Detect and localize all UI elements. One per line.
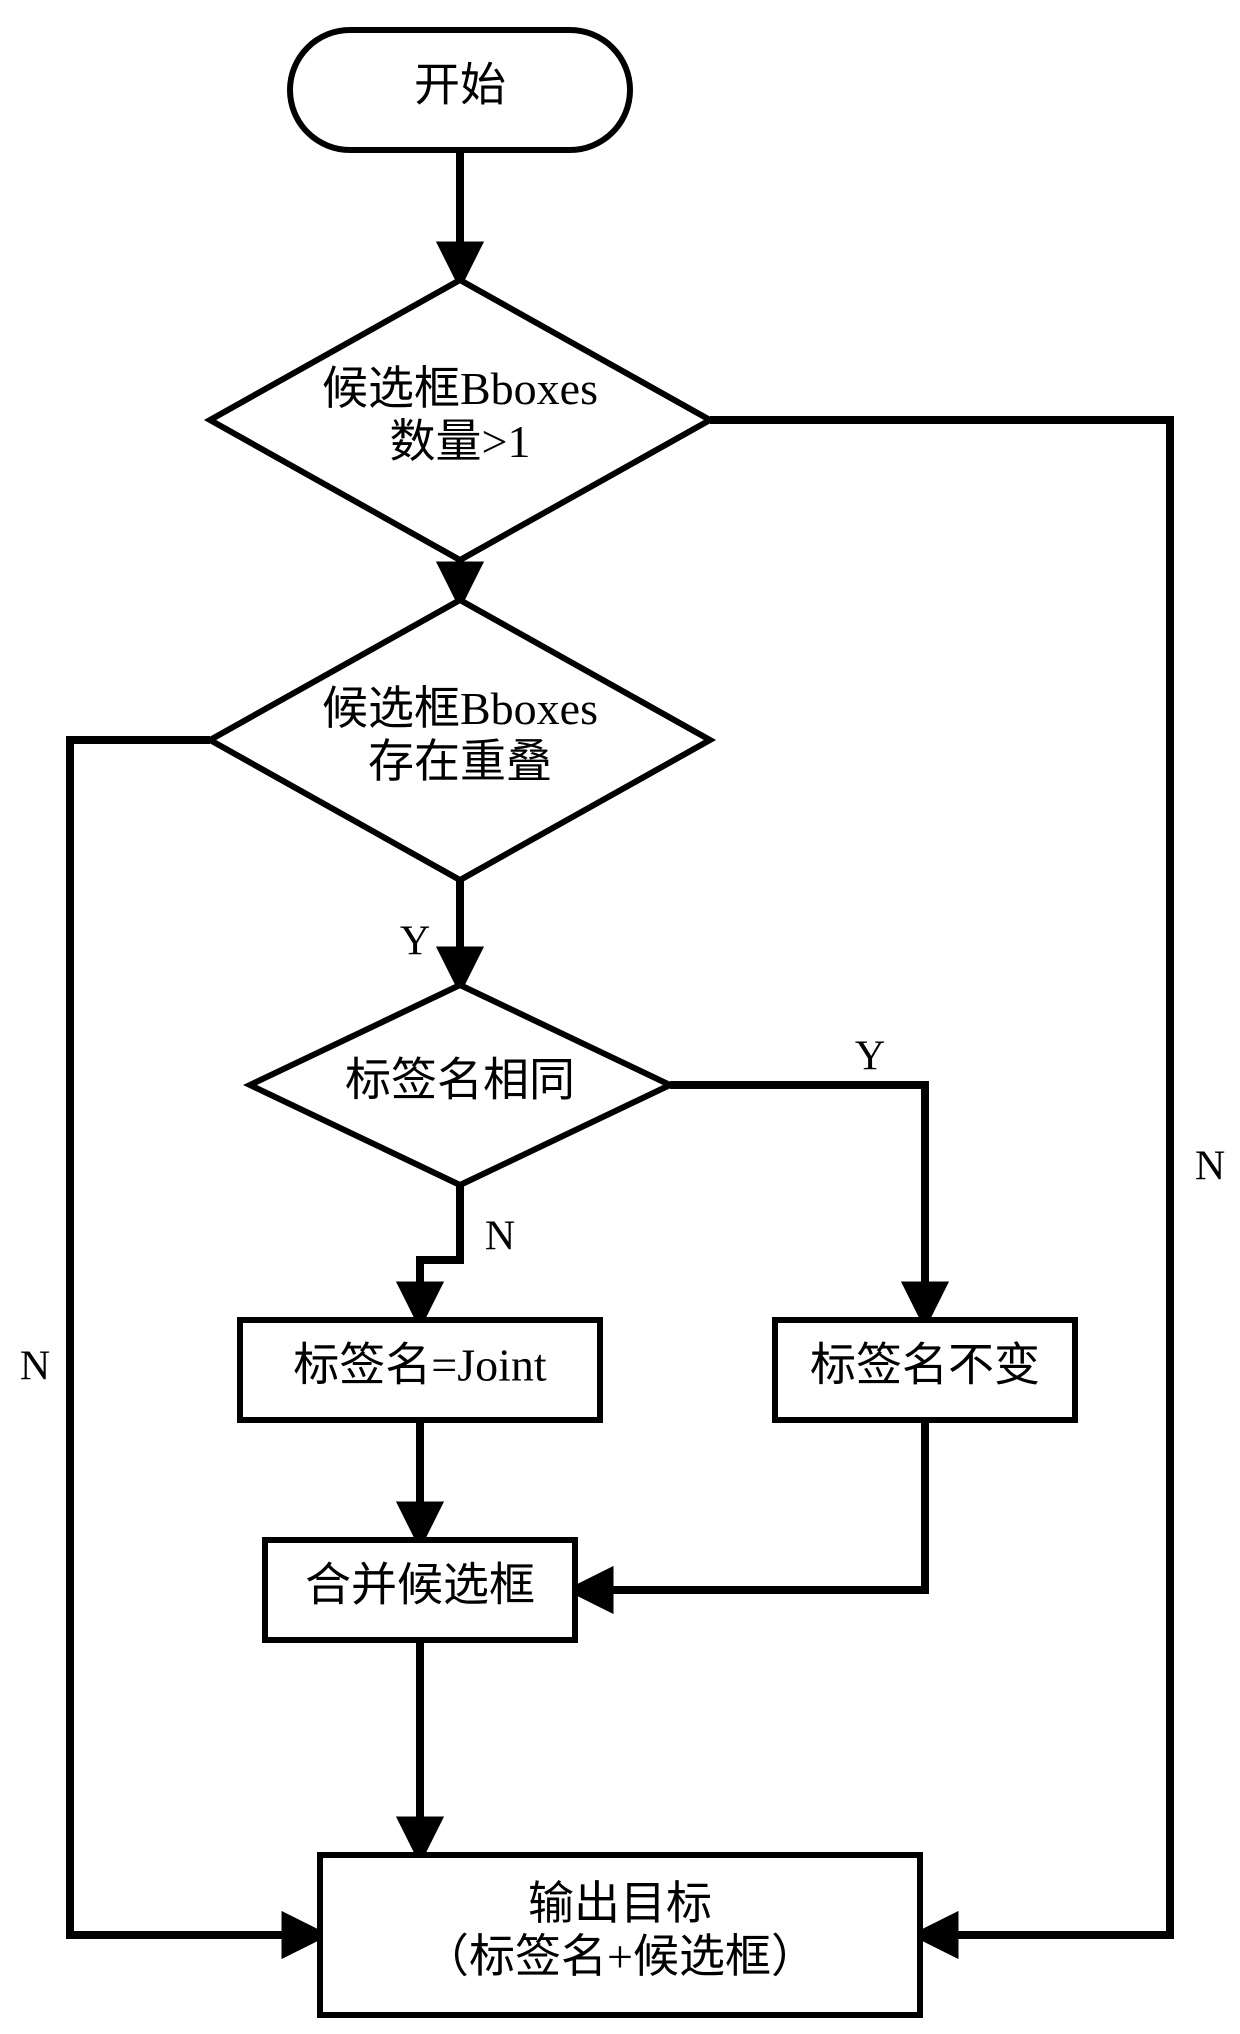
node-d1-line1: 数量>1	[390, 416, 531, 467]
node-d2-line0: 候选框Bboxes	[322, 683, 598, 734]
edge-label-d2-out: N	[20, 1344, 50, 1390]
flowchart-canvas: YNYNN开始候选框Bboxes数量>1候选框Bboxes存在重叠标签名相同标签…	[0, 0, 1240, 2034]
node-d3: 标签名相同	[250, 985, 670, 1185]
edge-d3-p_joint	[420, 1185, 460, 1320]
node-out-line0: 输出目标	[528, 1878, 712, 1929]
node-d2: 候选框Bboxes存在重叠	[210, 600, 710, 880]
node-d1-line0: 候选框Bboxes	[322, 363, 598, 414]
node-start: 开始	[290, 30, 630, 150]
node-out: 输出目标（标签名+候选框）	[320, 1855, 920, 2015]
edge-p_keep-p_merge	[575, 1420, 925, 1590]
node-p_merge-line0: 合并候选框	[305, 1560, 535, 1611]
node-d1: 候选框Bboxes数量>1	[210, 280, 710, 560]
edge-label-d3-p_joint: N	[485, 1214, 515, 1260]
edge-d3-p_keep	[670, 1085, 925, 1320]
node-d2-line1: 存在重叠	[368, 736, 552, 787]
edge-label-d2-d3: Y	[400, 919, 430, 965]
edge-label-d1-out: N	[1195, 1144, 1225, 1190]
node-p_keep-line0: 标签名不变	[810, 1340, 1040, 1391]
edge-d1-out	[710, 420, 1170, 1935]
node-p_merge: 合并候选框	[265, 1540, 575, 1640]
node-p_joint-line0: 标签名=Joint	[293, 1340, 547, 1391]
node-p_joint: 标签名=Joint	[240, 1320, 600, 1420]
node-d3-line0: 标签名相同	[345, 1055, 575, 1106]
node-p_keep: 标签名不变	[775, 1320, 1075, 1420]
node-start-line0: 开始	[414, 60, 506, 111]
edge-label-d3-p_keep: Y	[855, 1034, 885, 1080]
node-out-line1: （标签名+候选框）	[423, 1931, 817, 1982]
